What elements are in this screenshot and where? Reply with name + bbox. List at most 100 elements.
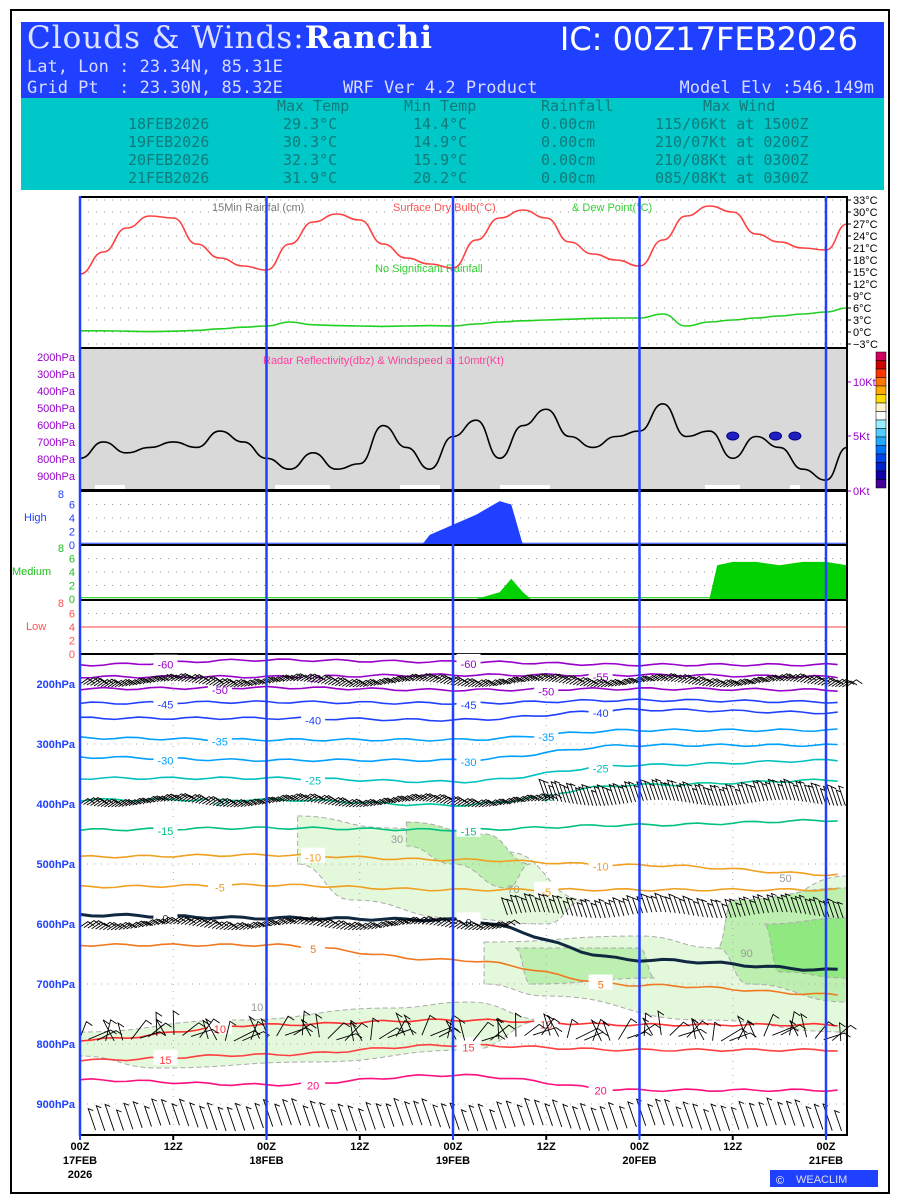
time-axis-label: 00Z — [444, 1141, 463, 1153]
row-max-wind: 210/07Kt at 0200Z — [655, 133, 809, 151]
isotherm-label: -60 — [158, 660, 174, 672]
wind-barb — [160, 1098, 171, 1126]
radar-gap — [705, 485, 740, 490]
wind-barb — [254, 1102, 264, 1129]
wind-barb — [401, 793, 419, 803]
wind-barb — [794, 895, 802, 914]
wind-barb — [487, 921, 505, 930]
wind-barb — [402, 916, 420, 926]
wind-barb — [114, 798, 133, 808]
wind-barb — [565, 897, 574, 916]
wind-barb — [569, 783, 578, 805]
radar-gap — [95, 485, 125, 490]
wind-barb — [617, 785, 625, 804]
temp-tick-label: 12°C — [853, 279, 878, 291]
cloud-tick-label: 8 — [58, 543, 64, 555]
wind-barb — [104, 1103, 115, 1132]
wind-barb — [664, 896, 672, 913]
wind-barb — [460, 1109, 469, 1131]
wind-barb — [826, 898, 835, 918]
temp-tick-label: 27°C — [853, 219, 878, 231]
isotherm-label: 10 — [540, 1019, 552, 1031]
wind-barb — [701, 899, 709, 918]
wind-barb — [182, 1022, 205, 1036]
wind-barb — [246, 921, 264, 930]
wind-barb — [279, 795, 295, 803]
row-max-wind: 085/08Kt at 0300Z — [655, 169, 809, 187]
wind-barb — [663, 782, 672, 801]
wind-barb — [395, 1012, 406, 1036]
wind-barb — [706, 902, 713, 918]
wind-barb — [830, 785, 839, 806]
pressure-label: 200hPa — [36, 679, 75, 691]
isotherm-label-bg — [207, 791, 232, 807]
wind-barb — [190, 1029, 219, 1037]
isotherm-label-bg — [456, 751, 481, 767]
isotherm-line — [79, 883, 838, 892]
wind-barb — [675, 1106, 684, 1128]
wind-barb — [772, 674, 789, 682]
wind-barb — [679, 782, 687, 803]
wind-barb — [79, 1020, 93, 1039]
wind-barb — [578, 786, 586, 806]
wind-barb — [105, 1019, 117, 1042]
wind-barb — [145, 918, 164, 927]
wind-barb — [500, 897, 508, 916]
wind-tick-label: 10Kt — [853, 377, 876, 389]
wind-barb — [134, 920, 151, 929]
wind-barb — [574, 787, 582, 805]
wind-barb — [650, 895, 658, 913]
wind-barb — [730, 1106, 740, 1130]
wind-barb — [748, 899, 755, 915]
wind-barb — [308, 918, 324, 926]
wind-barb — [121, 680, 137, 687]
wind-barb — [663, 1098, 675, 1126]
wind-barb — [838, 679, 855, 688]
wind-barb — [440, 1103, 451, 1129]
isotherm-label: 15 — [159, 1055, 171, 1067]
isotherm-label-bg — [153, 821, 178, 837]
wind-barb — [548, 784, 555, 801]
wind-barb — [600, 679, 618, 688]
wind-barb — [286, 793, 304, 802]
isotherm-label-bg — [153, 1049, 178, 1065]
wind-barb — [787, 780, 796, 801]
pressure-label: 900hPa — [36, 1099, 75, 1111]
wind-barb — [734, 788, 741, 805]
wind-barb — [315, 1013, 323, 1038]
rh-contour-label: 30 — [391, 834, 403, 846]
wind-barb — [818, 899, 825, 917]
wind-barb — [515, 1012, 522, 1037]
wind-barb — [359, 921, 377, 931]
wind-barb — [245, 1106, 255, 1130]
wind-barb — [387, 1028, 417, 1039]
row-min-temp: 20.2°C — [413, 169, 468, 187]
isotherm-label-bg — [207, 731, 232, 747]
wind-barb — [807, 784, 815, 804]
reflectivity-echo — [768, 431, 782, 441]
cloud-tick-label: 4 — [69, 513, 75, 525]
rh-contour-label: 90 — [741, 948, 753, 960]
wind-barb — [523, 795, 539, 803]
wind-barb — [107, 800, 123, 808]
wind-barb — [590, 1107, 600, 1132]
colorbar-swatch — [875, 445, 887, 455]
wind-barb — [563, 785, 570, 804]
wind-barb — [365, 1101, 376, 1130]
cloud-layer-label: Low — [26, 621, 46, 633]
cloud-tick-label: 0 — [69, 540, 75, 552]
wind-barb — [628, 781, 637, 802]
isotherm-label: 10 — [214, 1024, 226, 1036]
colorbar-swatch — [875, 411, 887, 421]
radar-gap — [400, 485, 440, 490]
wind-barb — [692, 1103, 703, 1130]
wind-barb — [777, 783, 784, 800]
dew-point-line — [80, 307, 847, 333]
wind-barb — [780, 1024, 806, 1036]
wind-barb — [444, 918, 463, 928]
wind-barb — [736, 1015, 748, 1039]
radar-pressure-label: 600hPa — [37, 420, 76, 432]
wind-barb — [153, 795, 169, 803]
location-name: Ranchi — [304, 20, 434, 56]
